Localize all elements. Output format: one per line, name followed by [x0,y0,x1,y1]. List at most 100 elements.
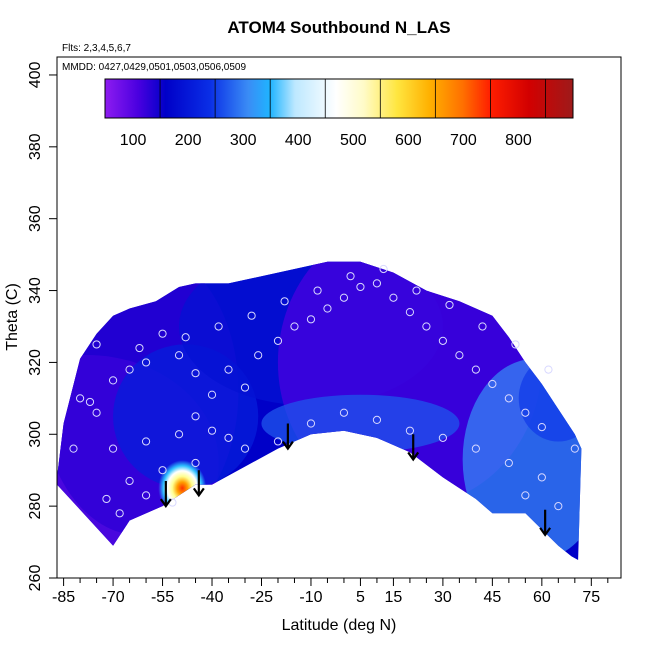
y-tick-label: 380 [27,133,44,160]
data-point [207,426,217,435]
data-point [306,315,316,324]
data-point [125,476,134,486]
x-tick-label: -55 [151,589,174,606]
data-point [92,340,101,349]
x-axis: -85 -70 -55 -40 -25 -10 5 15 30 45 60 75 [52,577,621,606]
data-point [356,282,365,292]
x-tick-label: 30 [434,589,452,606]
data-point [306,419,316,428]
field-patch [518,355,582,442]
data-point [544,365,553,374]
data-point [92,408,101,417]
data-point [379,264,388,274]
data-point [445,300,454,310]
colorbar-tick-label: 100 [120,132,147,149]
data-point [224,365,233,374]
y-tick-label: 300 [27,421,44,448]
arrow [192,470,205,498]
y-tick-label: 280 [27,493,44,520]
x-tick-label: 60 [533,589,551,606]
colorbar-tick-label: 200 [175,132,202,149]
data-point [254,351,263,360]
data-point [125,365,134,374]
data-point [158,466,167,475]
data-point [207,390,217,399]
y-tick-label: 260 [27,565,44,592]
data-point [455,351,464,360]
data-point [280,297,289,306]
data-point [471,444,480,453]
data-point [108,376,118,385]
data-point [290,322,299,331]
colorbar-bar [104,78,574,119]
arrow [281,423,294,451]
data-point [135,343,144,353]
x-tick-label: -40 [200,589,223,606]
y-tick-label: 400 [27,62,44,89]
colorbar-tick-label: 700 [450,132,477,149]
x-tick-label: -10 [299,589,322,606]
chart-title: ATOM4 Southbound N_LAS [227,18,450,37]
data-point [224,433,233,442]
data-point [115,509,124,518]
data-point [521,491,530,500]
data-point [372,415,382,425]
data-point [339,293,349,302]
data-point [554,502,563,511]
dates-note: MMDD: 0427,0429,0501,0503,0506,0509 [62,62,246,73]
data-point [240,383,250,392]
data-point [174,430,184,439]
arrow [159,480,172,509]
data-point [240,444,250,453]
data-point [537,473,546,482]
data-point [438,433,447,442]
x-tick-label: -85 [52,589,75,606]
colorbar-tick-label: 400 [285,132,312,149]
data-point [141,437,151,446]
data-point [471,365,480,374]
data-point [323,304,332,313]
data-point [372,279,382,288]
x-axis-title: Latitude (deg N) [282,617,397,634]
data-point [511,340,520,349]
data-point [504,458,513,468]
y-axis: 260 280 300 320 340 360 380 400 [27,57,58,592]
data-point [85,397,95,407]
data-point [478,322,487,331]
colorbar-tick-label: 800 [505,132,532,149]
data-point [69,444,78,453]
x-tick-label: 15 [385,589,403,606]
x-tick-label: 5 [356,589,365,606]
y-tick-label: 320 [27,349,44,376]
data-point [191,412,200,421]
colorbar-tick-label: 500 [340,132,367,149]
data-point [488,379,497,389]
data-point [102,494,111,504]
data-point [313,286,322,295]
data-point [405,308,415,317]
data-point [273,336,283,345]
arrow [407,434,420,462]
data-point [405,426,415,435]
data-point [570,444,579,453]
data-point [141,491,151,500]
y-axis-title: Theta (C) [4,283,21,351]
data-point [181,333,190,342]
data-point [346,272,355,281]
data-point [247,311,256,320]
colorbar-tick-label: 300 [230,132,257,149]
y-tick-label: 340 [27,277,44,304]
data-point [521,408,530,417]
arrows [159,423,552,537]
data-point [422,322,431,331]
data-point [158,329,167,338]
data-point [412,286,421,295]
colorbar-tick-label: 600 [395,132,422,149]
flights-note: Flts: 2,3,4,5,6,7 [62,43,131,54]
data-point [108,444,118,453]
observation-points [69,264,579,518]
data-point [214,322,223,331]
arrow [539,509,552,537]
data-point [339,408,349,417]
